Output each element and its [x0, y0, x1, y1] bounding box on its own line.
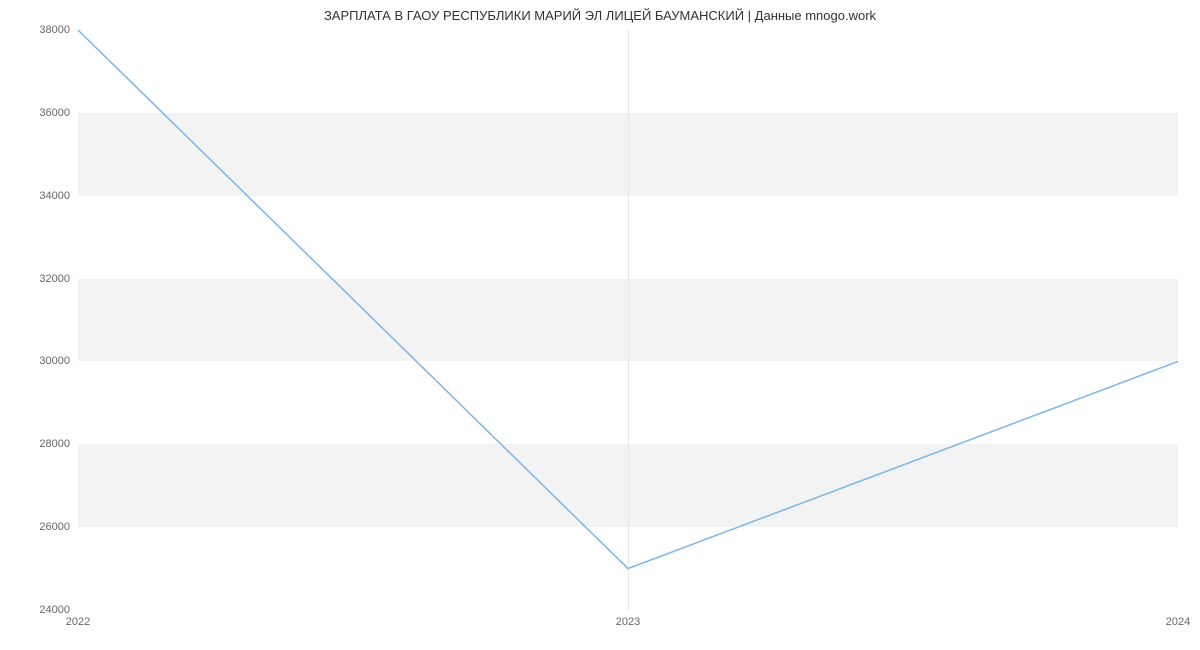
y-tick-label: 36000 [39, 107, 70, 119]
salary-line-chart: ЗАРПЛАТА В ГАОУ РЕСПУБЛИКИ МАРИЙ ЭЛ ЛИЦЕ… [0, 0, 1200, 650]
series-salary [78, 30, 1178, 569]
line-layer [78, 30, 1178, 610]
y-tick-label: 38000 [39, 24, 70, 36]
y-tick-label: 30000 [39, 355, 70, 367]
chart-title: ЗАРПЛАТА В ГАОУ РЕСПУБЛИКИ МАРИЙ ЭЛ ЛИЦЕ… [0, 8, 1200, 23]
y-tick-label: 34000 [39, 190, 70, 202]
x-tick-label: 2024 [1166, 616, 1190, 628]
y-tick-label: 26000 [39, 521, 70, 533]
y-tick-label: 32000 [39, 273, 70, 285]
y-tick-label: 24000 [39, 604, 70, 616]
y-tick-label: 28000 [39, 438, 70, 450]
x-tick-label: 2022 [66, 616, 90, 628]
plot-area: 2400026000280003000032000340003600038000… [78, 30, 1178, 610]
x-tick-label: 2023 [616, 616, 640, 628]
